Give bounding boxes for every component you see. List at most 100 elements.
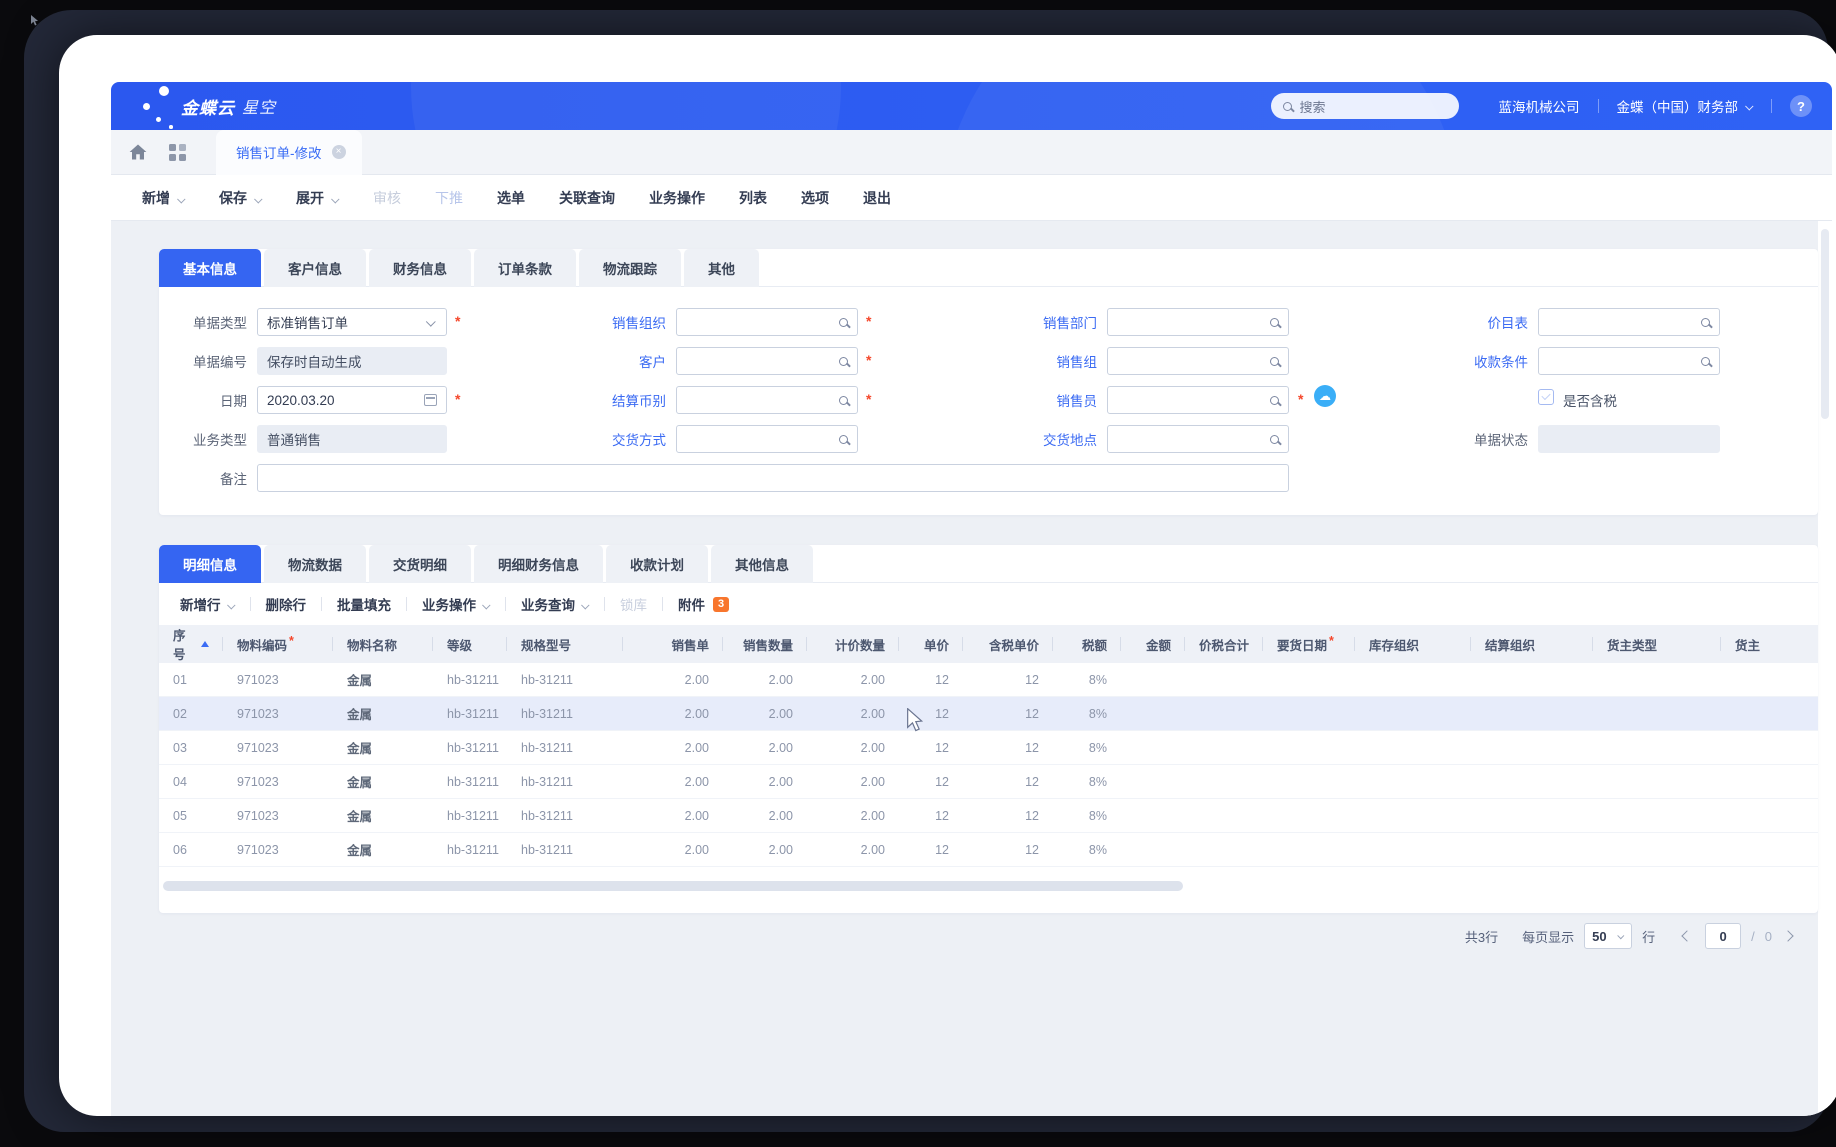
detail-tab-1[interactable]: 物流数据	[264, 545, 366, 583]
field-text-input[interactable]	[257, 464, 1289, 492]
column-header-16[interactable]: 货主类型	[1593, 625, 1721, 663]
grid-toolbar-button-4[interactable]: 业务查询	[506, 594, 604, 614]
prev-page-button[interactable]	[1681, 930, 1693, 942]
global-search-input[interactable]: 搜索	[1270, 93, 1459, 119]
field-search-input[interactable]	[1107, 347, 1289, 375]
chevron-down-icon[interactable]	[581, 597, 590, 612]
basic-tab-3[interactable]: 订单条款	[474, 249, 576, 287]
chevron-down-icon[interactable]	[177, 190, 186, 206]
horizontal-scrollbar-thumb[interactable]	[163, 881, 1183, 891]
field-status-input[interactable]	[1538, 425, 1720, 453]
column-header-6[interactable]: 销售数量	[723, 625, 807, 663]
search-icon[interactable]	[1701, 317, 1710, 327]
search-icon[interactable]	[839, 395, 848, 405]
table-row[interactable]: 03 971023 金属 hb-31211 hb-31211 2.00 2.00 2.00 12…	[159, 731, 1818, 765]
field-search-input[interactable]	[1107, 308, 1289, 336]
search-icon[interactable]	[839, 317, 848, 327]
toolbar-button-8[interactable]: 列表	[739, 189, 767, 206]
detail-tab-3[interactable]: 明细财务信息	[474, 545, 603, 583]
search-icon[interactable]	[839, 356, 848, 366]
column-header-14[interactable]: 库存组织	[1355, 625, 1471, 663]
column-header-1[interactable]: 物料编码 *	[223, 625, 333, 663]
close-icon[interactable]: ×	[331, 145, 346, 159]
column-header-12[interactable]: 价税合计	[1185, 625, 1263, 663]
grid-toolbar-button-6[interactable]: 附件 3	[663, 594, 744, 614]
basic-tab-2[interactable]: 财务信息	[369, 249, 471, 287]
search-icon[interactable]	[1270, 356, 1279, 366]
toolbar-button-5[interactable]: 选单	[497, 189, 525, 206]
column-header-8[interactable]: 单价	[899, 625, 963, 663]
detail-tab-2[interactable]: 交货明细	[369, 545, 471, 583]
field-search-input[interactable]	[676, 347, 858, 375]
search-icon[interactable]	[1270, 317, 1279, 327]
field-search-input[interactable]	[676, 425, 858, 453]
tax-included-checkbox[interactable]	[1538, 389, 1554, 405]
apps-grid-icon[interactable]	[169, 143, 186, 161]
horizontal-scrollbar[interactable]	[159, 881, 1818, 891]
column-header-2[interactable]: 物料名称	[333, 625, 433, 663]
company-name[interactable]: 蓝海机械公司	[1498, 100, 1580, 115]
column-header-10[interactable]: 税额	[1053, 625, 1121, 663]
vertical-scrollbar[interactable]	[1818, 221, 1832, 1116]
detail-tab-4[interactable]: 收款计划	[606, 545, 708, 583]
field-date-input[interactable]: 2020.03.20	[257, 386, 447, 414]
search-icon[interactable]	[839, 434, 848, 444]
page-number-input[interactable]: 0	[1705, 923, 1742, 949]
table-row[interactable]: 04 971023 金属 hb-31211 hb-31211 2.00 2.00 2.00 12…	[159, 765, 1818, 799]
table-row[interactable]: 05 971023 金属 hb-31211 hb-31211 2.00 2.00 2.00 12…	[159, 799, 1818, 833]
chevron-down-icon[interactable]	[1745, 97, 1754, 115]
chevron-down-icon[interactable]	[331, 190, 340, 206]
field-search-input[interactable]	[676, 308, 858, 336]
calendar-icon[interactable]	[424, 394, 437, 406]
field-search-input[interactable]	[1107, 386, 1289, 414]
toolbar-button-6[interactable]: 关联查询	[559, 189, 615, 206]
column-header-15[interactable]: 结算组织	[1471, 625, 1593, 663]
search-icon[interactable]	[1701, 356, 1710, 366]
toolbar-button-7[interactable]: 业务操作	[649, 189, 705, 206]
cloud-icon[interactable]: ☁	[1314, 385, 1336, 407]
field-search-input[interactable]	[676, 386, 858, 414]
help-button[interactable]: ?	[1790, 95, 1812, 117]
grid-toolbar-button-3[interactable]: 业务操作	[407, 594, 505, 614]
detail-tab-0[interactable]: 明细信息	[159, 545, 261, 583]
toolbar-button-10[interactable]: 退出	[863, 189, 891, 206]
basic-tab-4[interactable]: 物流跟踪	[579, 249, 681, 287]
field-select-input[interactable]: 标准销售订单	[257, 308, 447, 336]
field-search-input[interactable]	[1538, 347, 1720, 375]
toolbar-button-1[interactable]: 保存	[202, 188, 279, 208]
table-row[interactable]: 01 971023 金属 hb-31211 hb-31211 2.00 2.00 2.00 12…	[159, 663, 1818, 697]
column-header-4[interactable]: 规格型号	[507, 625, 623, 663]
vertical-scrollbar-thumb[interactable]	[1821, 229, 1829, 419]
next-page-button[interactable]	[1782, 930, 1794, 942]
grid-toolbar-button-2[interactable]: 批量填充	[337, 598, 391, 613]
user-department[interactable]: 金蝶（中国）财务部	[1616, 100, 1739, 115]
chevron-down-icon[interactable]	[254, 190, 263, 206]
search-icon[interactable]	[1270, 395, 1279, 405]
toolbar-button-0[interactable]: 新增	[125, 188, 202, 208]
per-page-select[interactable]: 50	[1584, 923, 1633, 949]
column-header-13[interactable]: 要货日期 *	[1263, 625, 1355, 663]
chevron-down-icon[interactable]	[482, 597, 491, 612]
search-icon[interactable]	[1270, 434, 1279, 444]
home-icon[interactable]	[129, 144, 147, 160]
tab-sales-order-edit[interactable]: 销售订单-修改 ×	[216, 129, 362, 175]
column-header-17[interactable]: 货主	[1735, 638, 1761, 653]
field-search-input[interactable]	[1538, 308, 1720, 336]
field-readonly-input[interactable]: 保存时自动生成	[257, 347, 447, 375]
chevron-down-icon[interactable]	[226, 597, 236, 612]
toolbar-button-2[interactable]: 展开	[279, 188, 356, 208]
column-header-0[interactable]: 序号	[159, 625, 223, 663]
detail-tab-5[interactable]: 其他信息	[711, 545, 813, 583]
grid-toolbar-button-1[interactable]: 删除行	[265, 598, 307, 613]
table-row[interactable]: 06 971023 金属 hb-31211 hb-31211 2.00 2.00 2.00 12…	[159, 833, 1818, 867]
column-header-3[interactable]: 等级	[433, 625, 507, 663]
column-header-11[interactable]: 金额	[1121, 625, 1185, 663]
field-search-input[interactable]	[1107, 425, 1289, 453]
basic-tab-1[interactable]: 客户信息	[264, 249, 366, 287]
toolbar-button-9[interactable]: 选项	[801, 189, 829, 206]
field-readonly-input[interactable]: 普通销售	[257, 425, 447, 453]
table-row[interactable]: 02 971023 金属 hb-31211 hb-31211 2.00 2.00 2.00 12…	[159, 697, 1818, 731]
column-header-7[interactable]: 计价数量	[807, 625, 899, 663]
basic-tab-0[interactable]: 基本信息	[159, 249, 261, 287]
grid-toolbar-button-0[interactable]: 新增行	[165, 594, 250, 614]
